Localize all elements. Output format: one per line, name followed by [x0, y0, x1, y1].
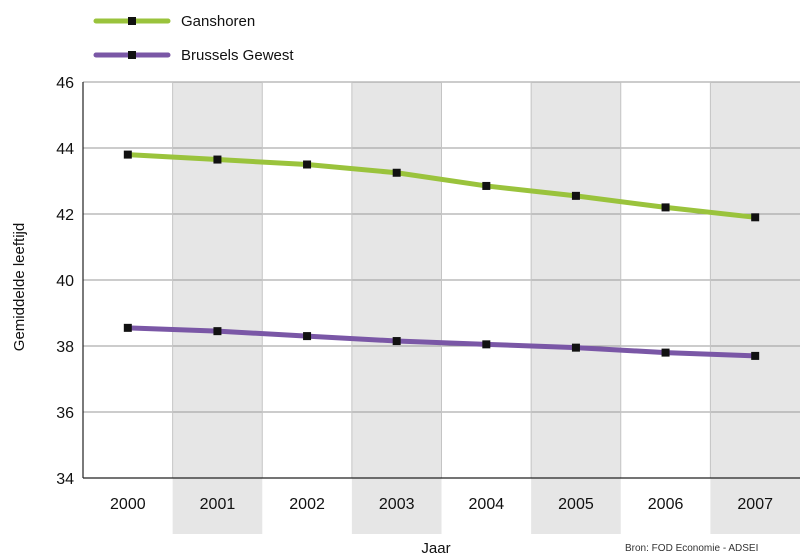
legend: Ganshoren Brussels Gewest: [93, 13, 294, 64]
data-point-brussels-gewest-2000: [123, 323, 132, 332]
y-tick-label-44: 44: [56, 141, 74, 158]
data-point-ganshoren-2004: [482, 181, 491, 190]
axes: [82, 82, 800, 479]
legend-marker-brussels-gewest: [128, 51, 136, 59]
y-tick-labels: 34 36 38 40 42 44 46: [56, 75, 74, 488]
y-tick-label-38: 38: [56, 339, 74, 356]
x-tick-label-2006: 2006: [648, 496, 684, 513]
band-2007: [710, 82, 800, 534]
band-2003: [351, 82, 442, 534]
source-note: Bron: FOD Economie - ADSEI: [625, 543, 758, 554]
data-point-ganshoren-2007: [751, 213, 760, 222]
series-line-ganshoren: [125, 152, 758, 220]
legend-item-brussels-gewest: Brussels Gewest: [93, 47, 294, 64]
x-axis-title: Jaar: [421, 540, 450, 557]
data-point-ganshoren-2000: [123, 150, 132, 159]
y-tick-label-40: 40: [56, 273, 74, 290]
series-brussels-gewest: [123, 323, 760, 360]
series-line-brussels-gewest: [125, 325, 758, 359]
data-point-ganshoren-2003: [392, 168, 401, 177]
x-tick-label-2000: 2000: [110, 496, 146, 513]
gridlines: [83, 81, 800, 478]
y-axis-title: Gemiddelde leeftijd: [11, 223, 28, 351]
y-tick-label-36: 36: [56, 405, 74, 422]
legend-label-ganshoren: Ganshoren: [181, 13, 255, 30]
y-tick-label-34: 34: [56, 471, 74, 488]
data-point-brussels-gewest-2004: [482, 340, 491, 349]
data-point-ganshoren-2006: [661, 203, 670, 212]
data-point-brussels-gewest-2001: [213, 327, 222, 336]
data-point-ganshoren-2001: [213, 155, 222, 164]
y-tick-label-46: 46: [56, 75, 74, 92]
x-tick-label-2003: 2003: [379, 496, 415, 513]
data-point-brussels-gewest-2002: [303, 332, 312, 341]
x-tick-labels: 2000 2001 2002 2003 2004 2005 2006 2007: [110, 496, 773, 513]
data-point-ganshoren-2005: [571, 191, 580, 200]
x-tick-label-2001: 2001: [200, 496, 236, 513]
x-tick-label-2004: 2004: [469, 496, 505, 513]
data-point-brussels-gewest-2007: [751, 351, 760, 360]
alternating-bands: [172, 82, 800, 534]
data-point-brussels-gewest-2003: [392, 337, 401, 346]
x-tick-label-2005: 2005: [558, 496, 594, 513]
data-point-ganshoren-2002: [303, 160, 312, 169]
series-ganshoren: [123, 150, 760, 222]
series-lines: [123, 150, 760, 360]
data-point-brussels-gewest-2006: [661, 348, 670, 357]
legend-item-ganshoren: Ganshoren: [93, 13, 255, 30]
x-tick-label-2007: 2007: [737, 496, 773, 513]
legend-marker-ganshoren: [128, 17, 136, 25]
legend-label-brussels-gewest: Brussels Gewest: [181, 47, 294, 64]
x-tick-label-2002: 2002: [289, 496, 325, 513]
data-point-brussels-gewest-2005: [571, 343, 580, 352]
band-2001: [172, 82, 263, 534]
band-2005: [531, 82, 621, 534]
y-tick-label-42: 42: [56, 207, 74, 224]
